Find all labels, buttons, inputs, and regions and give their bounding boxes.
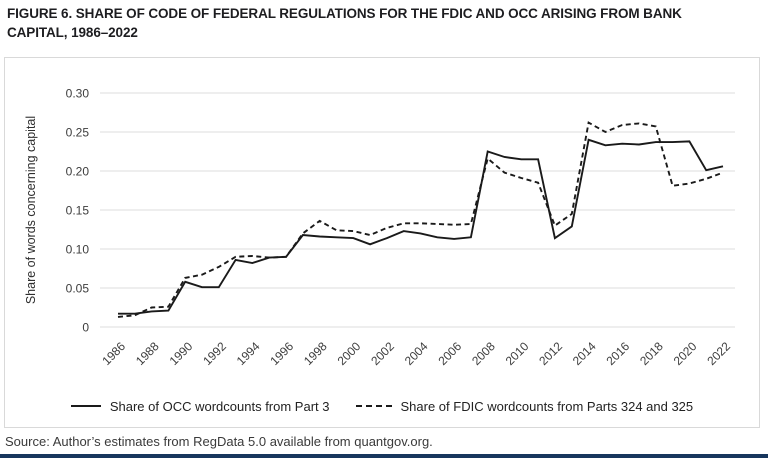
x-tick-label: 1990 bbox=[167, 339, 196, 368]
y-tick-label: 0.30 bbox=[66, 87, 90, 101]
x-tick-label: 2000 bbox=[335, 339, 364, 368]
chart-legend: Share of OCC wordcounts from Part 3 Shar… bbox=[5, 397, 759, 415]
x-tick-label: 2018 bbox=[637, 339, 666, 368]
x-tick-label: 2002 bbox=[368, 339, 397, 368]
legend-fdic-label: Share of FDIC wordcounts from Parts 324 … bbox=[400, 398, 694, 414]
x-tick-label: 2022 bbox=[704, 339, 733, 368]
x-tick-label: 2016 bbox=[604, 339, 633, 368]
y-tick-label: 0.05 bbox=[66, 282, 90, 296]
x-tick-label: 1994 bbox=[234, 339, 263, 368]
fdic-series-line bbox=[117, 121, 724, 318]
chart-frame: 0 0.05 0.10 0.15 0.20 0.25 0.30 1986 1988 1990 199… bbox=[4, 57, 760, 428]
x-tick-label: 1996 bbox=[267, 339, 296, 368]
figure-title: FIGURE 6. SHARE OF CODE OF FEDERAL REGUL… bbox=[7, 6, 682, 40]
legend-item-fdic: Share of FDIC wordcounts from Parts 324 … bbox=[355, 398, 694, 414]
x-tick-label: 1986 bbox=[99, 339, 128, 368]
y-axis-label: Share of words concerning capital bbox=[24, 116, 38, 304]
x-tick-label: 2012 bbox=[536, 339, 565, 368]
x-tick-label: 2004 bbox=[402, 339, 431, 368]
y-tick-label: 0.25 bbox=[66, 126, 90, 140]
x-tick-label: 2008 bbox=[469, 339, 498, 368]
x-tick-label: 2006 bbox=[435, 339, 464, 368]
x-tick-label: 1998 bbox=[301, 339, 330, 368]
y-tick-label: 0.10 bbox=[66, 243, 90, 257]
x-tick-label: 2020 bbox=[671, 339, 700, 368]
x-tick-label: 2010 bbox=[503, 339, 532, 368]
legend-occ-label: Share of OCC wordcounts from Part 3 bbox=[109, 398, 330, 414]
fdic-dashed-line-swatch-icon bbox=[355, 405, 392, 407]
occ-solid-line-swatch-icon bbox=[70, 405, 101, 407]
source-note: Source: Author’s estimates from RegData … bbox=[5, 434, 433, 449]
legend-item-occ: Share of OCC wordcounts from Part 3 bbox=[70, 398, 330, 414]
bottom-accent-bar bbox=[0, 454, 768, 458]
x-tick-label: 1988 bbox=[133, 339, 162, 368]
x-tick-label: 1992 bbox=[200, 339, 229, 368]
y-tick-label: 0.15 bbox=[66, 204, 90, 218]
occ-series-line bbox=[118, 138, 724, 315]
x-tick-label: 2014 bbox=[570, 339, 599, 368]
y-tick-label: 0 bbox=[82, 321, 89, 335]
y-tick-label: 0.20 bbox=[66, 165, 90, 179]
